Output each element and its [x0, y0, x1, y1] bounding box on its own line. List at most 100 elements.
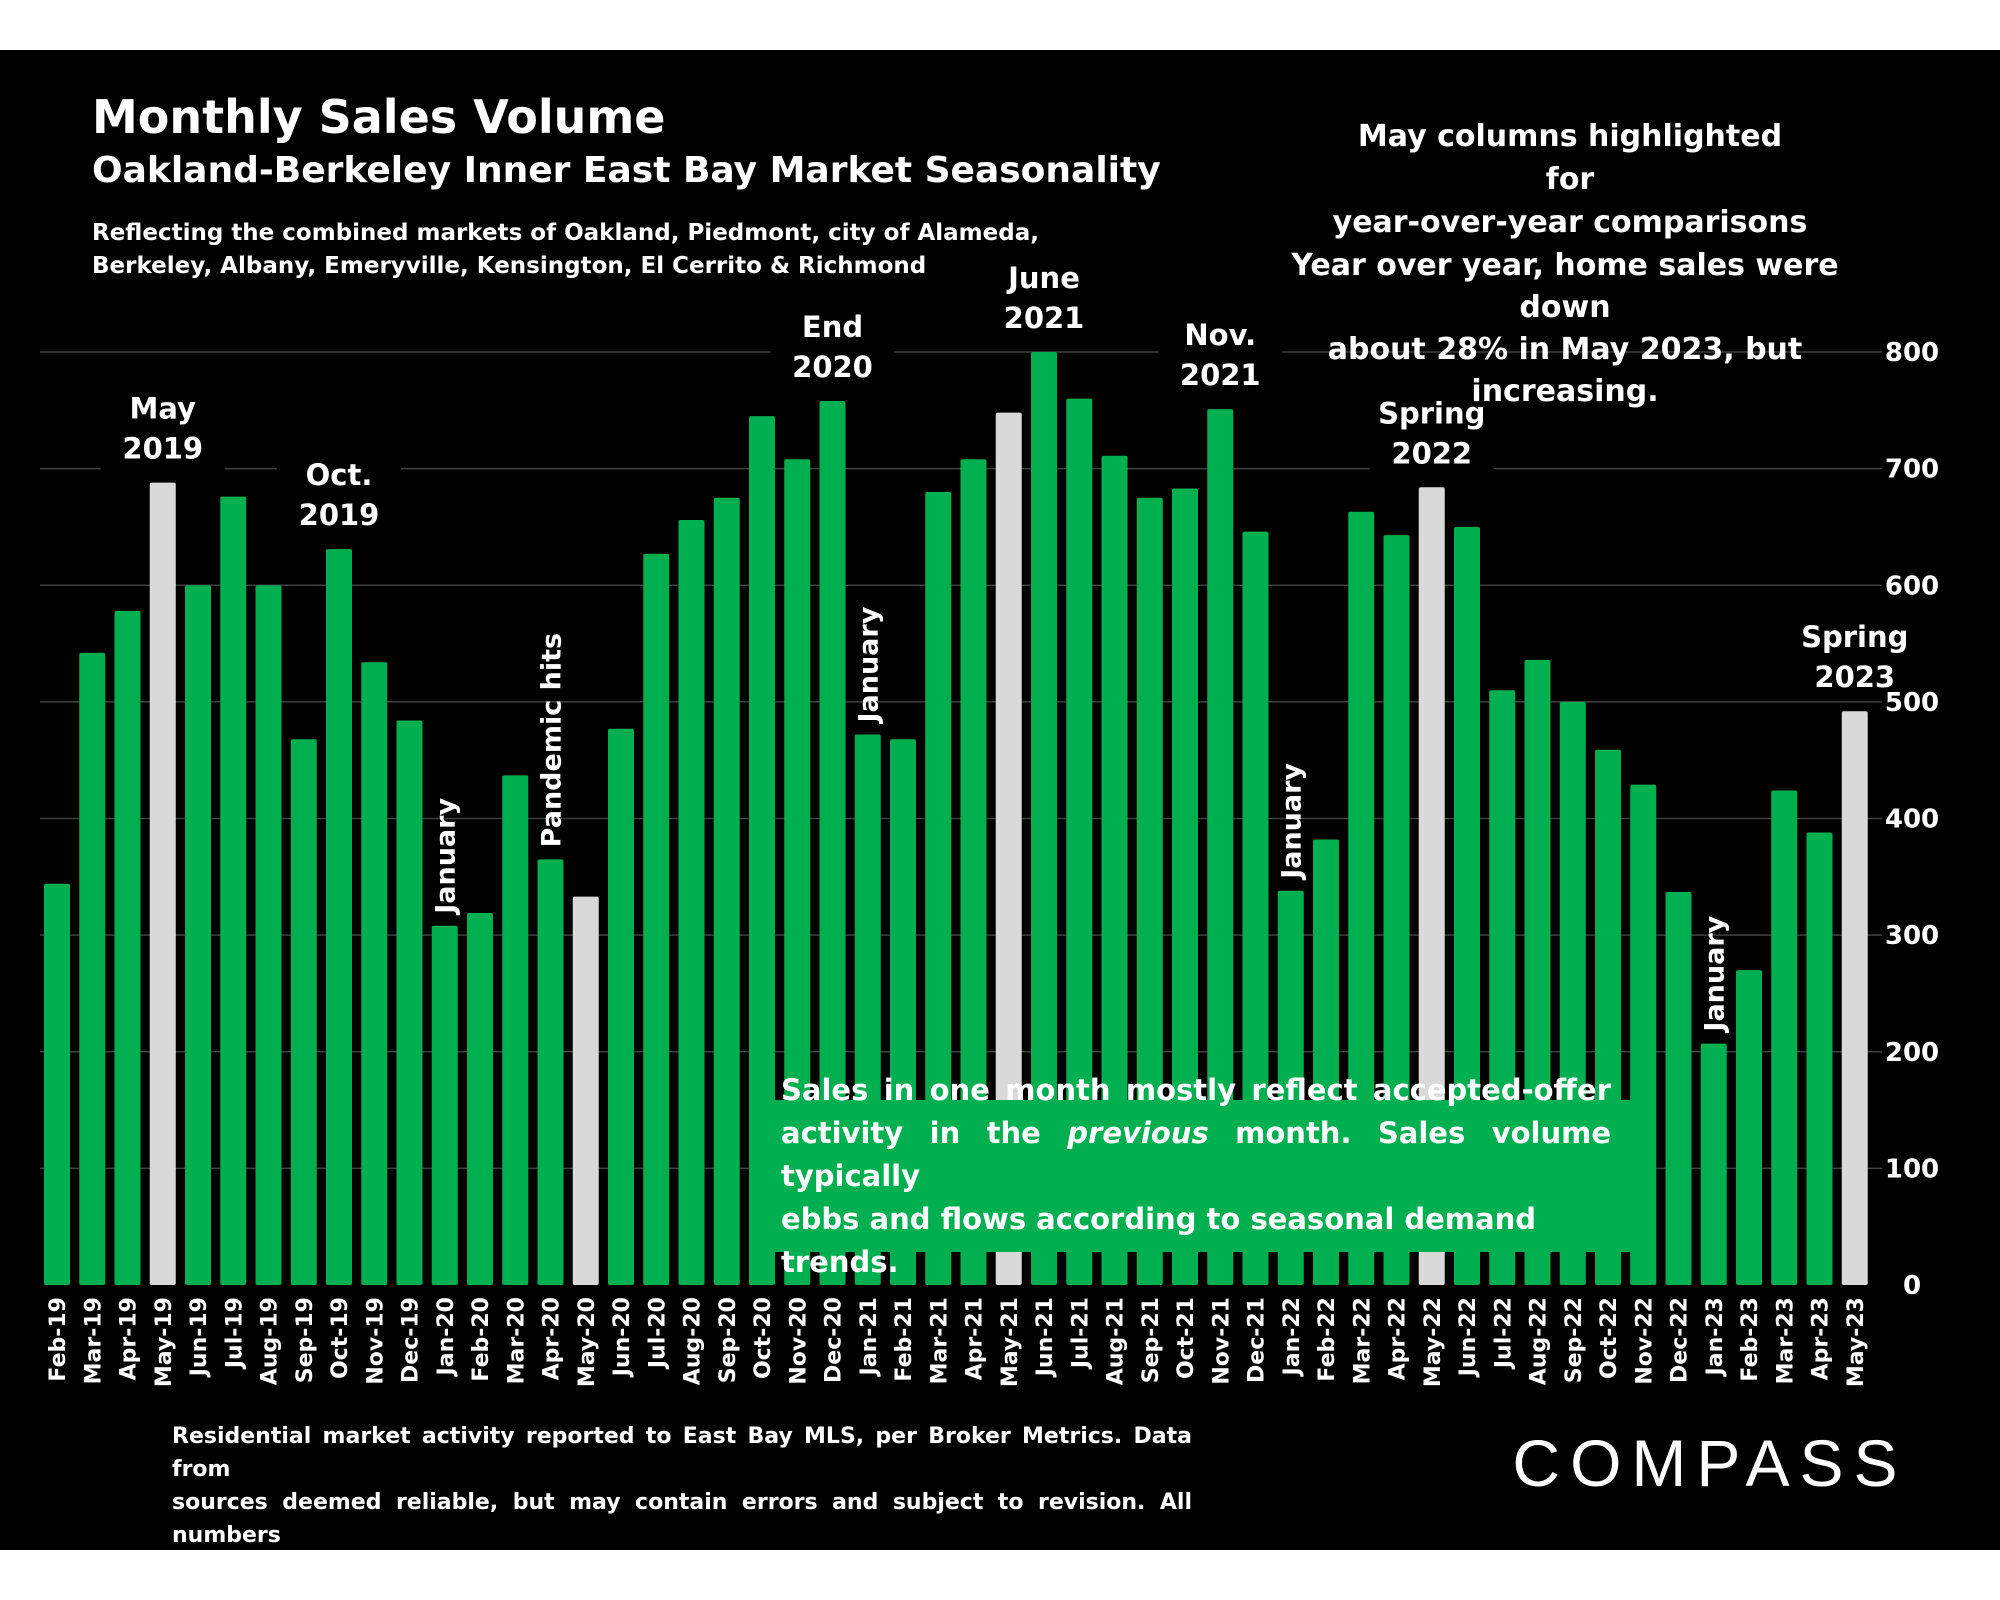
- annotation-label: 2019: [122, 432, 203, 466]
- bar-highlighted: [995, 412, 1022, 1285]
- x-tick-label: Feb-19: [46, 1297, 71, 1382]
- yoy-note-line-2: about 28% in May 2023, but increasing.: [1327, 332, 1803, 409]
- annotation-label: Spring: [1801, 620, 1908, 654]
- bar: [1454, 526, 1480, 1285]
- x-tick-label: Oct-21: [1174, 1297, 1199, 1379]
- y-tick-label: 200: [1885, 1038, 1939, 1068]
- bar-highlighted: [1841, 711, 1868, 1285]
- callout-line-2-start: activity in the: [781, 1115, 1068, 1150]
- annotation-label: 2020: [792, 350, 873, 384]
- x-tick-label: Nov-21: [1209, 1297, 1234, 1385]
- bar: [925, 491, 952, 1285]
- bar: [396, 720, 423, 1285]
- may-note-line-1: May columns highlighted for: [1357, 119, 1783, 197]
- annotation-label: 2023: [1814, 660, 1895, 694]
- yoy-note-line-1: Year over year, home sales were down: [1291, 248, 1839, 325]
- annotation-label: 2022: [1391, 436, 1472, 470]
- bar: [1736, 970, 1762, 1285]
- bar: [255, 585, 282, 1285]
- bar: [1207, 409, 1234, 1285]
- may-note-line-2: year-over-year comparisons: [1332, 205, 1808, 240]
- y-tick-label: 100: [1885, 1154, 1939, 1184]
- bar: [537, 859, 564, 1285]
- annotation-label-vertical: Pandemic hits: [537, 633, 568, 847]
- bar: [326, 549, 352, 1285]
- x-tick-label: Jan-22: [1280, 1297, 1305, 1377]
- x-tick-label: Dec-19: [399, 1297, 424, 1383]
- x-tick-label: Jan-20: [434, 1297, 459, 1377]
- x-tick-label: Feb-20: [469, 1297, 494, 1382]
- bar: [1630, 784, 1657, 1285]
- sales-volume-chart: 0 100 200 300 400 500 600 700 800 Feb-19 Mar-19 Apr…: [40, 261, 1939, 1387]
- bar: [713, 497, 740, 1285]
- x-tick-label: Jul-19: [222, 1297, 247, 1370]
- bar: [185, 585, 211, 1285]
- callout-line-2-end: month. Sales volume typically: [781, 1115, 1611, 1193]
- bar: [1242, 531, 1269, 1285]
- y-tick-label: 0: [1903, 1271, 1921, 1301]
- chart-description-line-1: Reflecting the combined markets of Oakla…: [92, 220, 1039, 246]
- annotation-label-vertical: January: [854, 606, 885, 724]
- y-tick-label: 800: [1885, 338, 1939, 368]
- bar: [1066, 398, 1093, 1285]
- bar: [1348, 511, 1375, 1285]
- annotation-label: 2021: [1180, 358, 1261, 392]
- bar-highlighted: [1418, 487, 1445, 1285]
- bar: [749, 416, 775, 1285]
- x-tick-label: Feb-23: [1738, 1297, 1763, 1382]
- bar: [960, 459, 987, 1285]
- x-tick-label: Nov-19: [363, 1297, 388, 1385]
- bar: [467, 912, 493, 1285]
- bar: [1101, 455, 1128, 1285]
- x-tick-label: Nov-22: [1632, 1297, 1657, 1385]
- compass-logo-text: COMPASS: [1512, 1428, 1907, 1498]
- y-tick-label: 700: [1885, 455, 1939, 485]
- x-tick-label: Apr-19: [117, 1297, 142, 1380]
- x-tick-label: Mar-23: [1773, 1297, 1798, 1384]
- bar: [290, 739, 317, 1285]
- x-tick-label: Jun-21: [1033, 1297, 1058, 1378]
- bar: [784, 459, 811, 1285]
- x-tick-label: Jul-20: [645, 1297, 670, 1370]
- bar: [1700, 1043, 1727, 1285]
- x-tick-label: Feb-21: [892, 1297, 917, 1382]
- yoy-note: Year over year, home sales were down abo…: [1255, 245, 1875, 413]
- source-footnote: Residential market activity reported to …: [172, 1420, 1192, 1585]
- x-tick-label: Oct-20: [751, 1297, 776, 1379]
- x-tick-label: Nov-20: [786, 1297, 811, 1385]
- bar-highlighted: [572, 896, 599, 1285]
- x-tick-label: May-19: [152, 1297, 177, 1387]
- x-tick-label: Mar-22: [1350, 1297, 1375, 1384]
- bar: [1136, 497, 1163, 1285]
- x-tick-label: Sep-20: [716, 1297, 741, 1383]
- x-tick-label: Oct-19: [328, 1297, 353, 1379]
- bar: [1771, 790, 1798, 1285]
- annotation-label: June: [1006, 261, 1080, 295]
- annotation-label: 2021: [1004, 301, 1085, 335]
- bar: [114, 610, 141, 1285]
- annotation-label: Nov.: [1184, 318, 1256, 352]
- annotation-label-vertical: January: [1277, 763, 1308, 881]
- x-tick-label: Sep-21: [1139, 1297, 1164, 1383]
- x-tick-label: Sep-19: [293, 1297, 318, 1383]
- annotation-label: Oct.: [306, 458, 373, 492]
- bar: [1665, 891, 1692, 1285]
- x-tick-label: Mar-19: [81, 1297, 106, 1384]
- x-tick-label: Apr-20: [540, 1297, 565, 1380]
- bar-highlighted: [149, 482, 176, 1285]
- x-tick-label: Jul-21: [1068, 1297, 1093, 1370]
- x-tick-label: Sep-22: [1562, 1297, 1587, 1383]
- callout-emphasis: previous: [1067, 1115, 1209, 1150]
- x-tick-label: Aug-19: [258, 1297, 283, 1385]
- bar: [608, 728, 634, 1285]
- bar: [1806, 832, 1833, 1285]
- x-tick-label: May-20: [575, 1297, 600, 1387]
- x-tick-label: Jul-22: [1491, 1297, 1516, 1370]
- x-tick-label: Dec-22: [1668, 1297, 1693, 1383]
- bar: [1031, 352, 1057, 1285]
- x-tick-label: Oct-22: [1597, 1297, 1622, 1379]
- bar: [1383, 535, 1410, 1285]
- bar: [361, 662, 388, 1285]
- y-tick-label: 300: [1885, 921, 1939, 951]
- annotation-label: End: [802, 310, 863, 344]
